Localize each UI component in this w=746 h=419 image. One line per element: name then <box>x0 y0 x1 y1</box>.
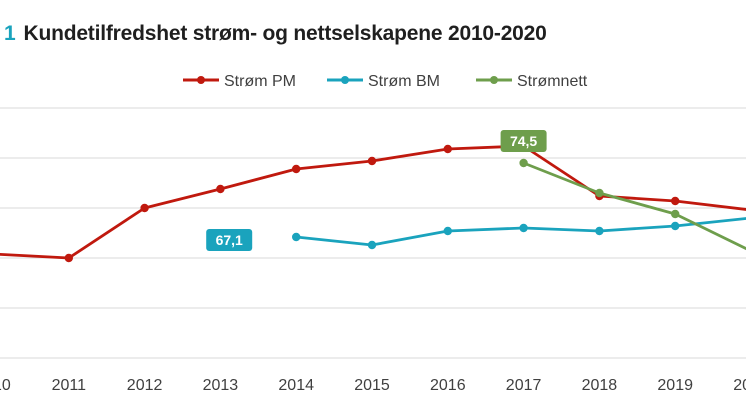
title-text: Kundetilfredshet strøm- og nettselskapen… <box>23 22 547 45</box>
x-tick-label: 2016 <box>430 377 466 394</box>
chart-title: 1 Kundetilfredshet strøm- og nettselskape… <box>4 22 547 46</box>
legend-label: Strømnett <box>517 73 588 90</box>
data-point <box>443 144 452 154</box>
data-point <box>595 226 604 236</box>
data-point <box>216 184 225 194</box>
data-label-box <box>500 130 547 152</box>
legend-marker <box>197 76 205 84</box>
data-point <box>671 196 680 206</box>
data-label-box <box>206 229 253 251</box>
x-tick-label: 2015 <box>354 377 390 394</box>
data-label: 67,1 <box>216 232 243 248</box>
data-point <box>64 253 74 263</box>
legend-marker <box>490 76 498 84</box>
figure-number: 1 <box>4 22 16 45</box>
data-point <box>367 156 377 166</box>
x-tick-label: 2010 <box>0 377 11 394</box>
series-line <box>523 161 746 251</box>
x-tick-label: 2014 <box>278 377 314 394</box>
data-point <box>292 232 301 242</box>
legend-label: Strøm BM <box>368 73 440 90</box>
data-point <box>443 226 452 236</box>
legend-marker <box>341 76 349 84</box>
data-point <box>595 188 604 198</box>
x-tick-label: 2020 <box>733 377 746 394</box>
x-tick-label: 2017 <box>506 377 542 394</box>
x-tick-label: 2012 <box>127 377 163 394</box>
data-point <box>367 240 377 250</box>
data-point <box>292 164 301 174</box>
data-point <box>519 158 528 168</box>
x-tick-label: 2019 <box>657 377 693 394</box>
data-point <box>671 221 680 231</box>
data-point <box>671 209 680 219</box>
series-line <box>296 217 746 247</box>
legend-label: Strøm PM <box>224 73 296 90</box>
data-point <box>140 203 149 213</box>
data-point <box>519 223 528 233</box>
x-tick-label: 2013 <box>203 377 239 394</box>
x-tick-label: 2018 <box>582 377 618 394</box>
data-label: 74,5 <box>510 133 537 149</box>
x-tick-label: 2011 <box>52 377 87 394</box>
